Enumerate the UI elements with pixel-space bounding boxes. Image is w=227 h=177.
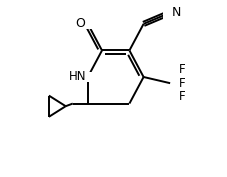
Text: HN: HN [69,70,86,84]
Text: O: O [75,16,85,30]
Text: N: N [172,6,181,19]
Bar [163,9,170,19]
Bar [178,92,187,101]
Text: F: F [179,77,186,90]
Bar [178,79,187,88]
Bar [83,19,92,29]
Text: F: F [179,90,186,103]
Text: F: F [179,63,186,76]
Bar [82,72,94,82]
Bar [178,92,186,101]
Bar [178,66,186,74]
Bar [178,65,187,74]
Bar [178,79,186,87]
